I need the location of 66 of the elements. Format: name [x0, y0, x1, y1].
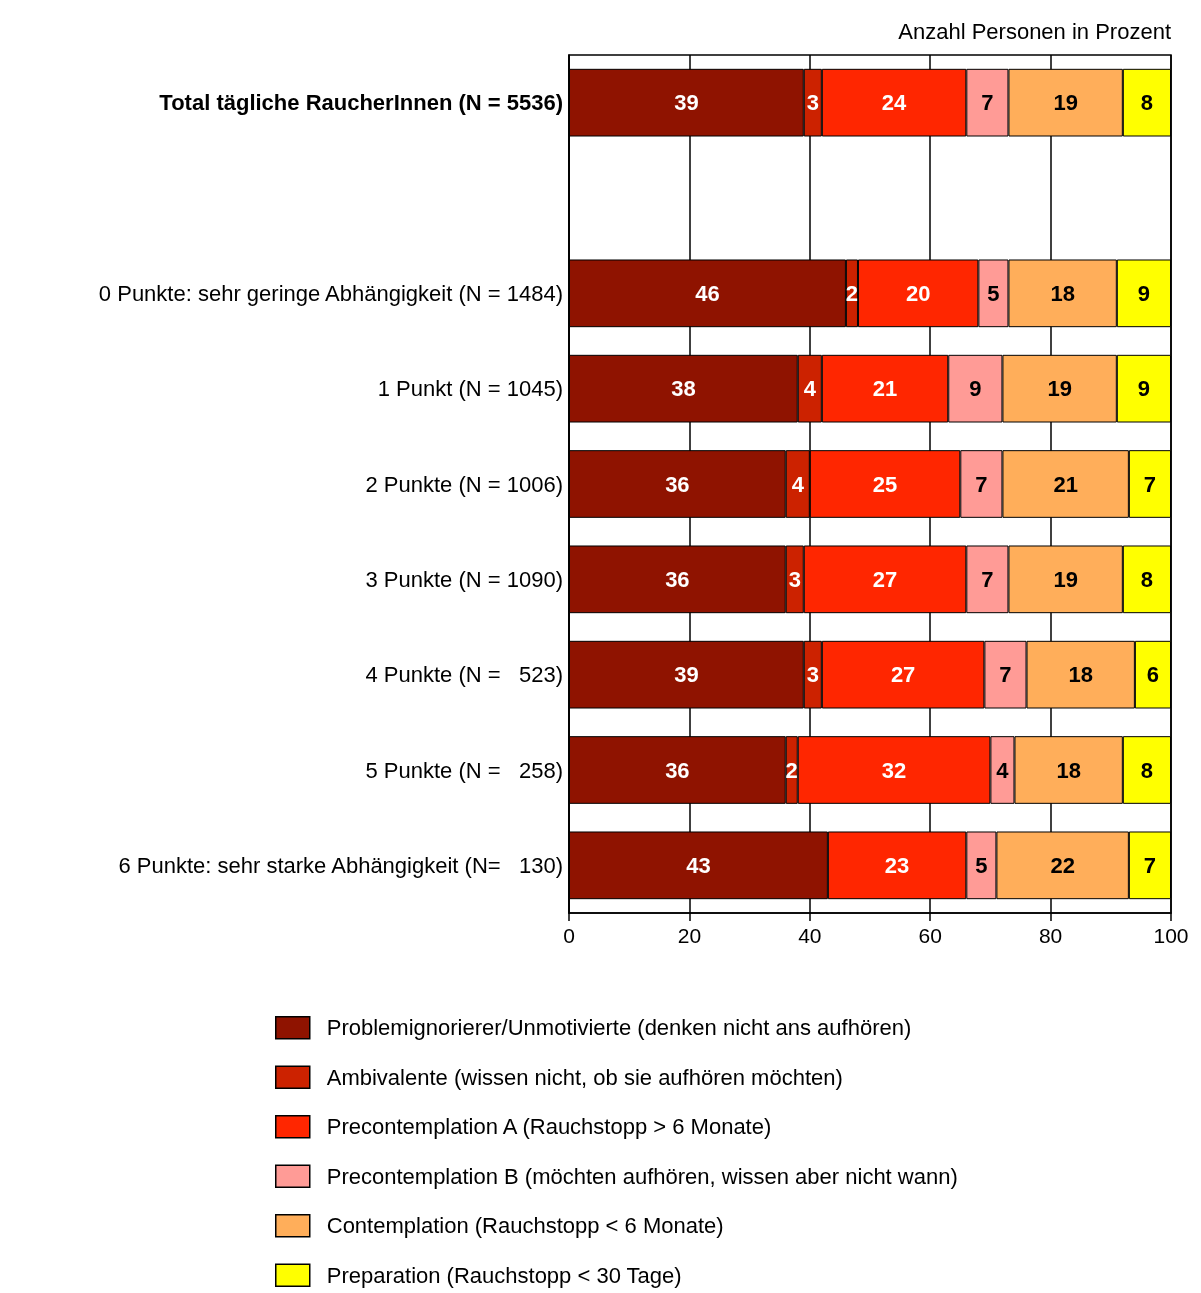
data-label: 21	[1053, 471, 1078, 497]
legend-label: Contemplation (Rauchstopp < 6 Monate)	[326, 1213, 724, 1239]
data-label: 4	[996, 757, 1010, 783]
data-label: 18	[1068, 662, 1093, 688]
y-tick-label: 1 Punkt (N = 1045)	[377, 376, 563, 402]
data-label: 9	[969, 376, 982, 402]
data-label: 8	[1140, 566, 1154, 592]
data-label: 5	[975, 852, 988, 878]
data-label: 7	[981, 90, 994, 116]
data-label: 7	[981, 566, 994, 592]
legend-label: Precontemplation A (Rauchstopp > 6 Monate)	[326, 1114, 772, 1140]
legend-label: Ambivalente (wissen nicht, ob sie aufhören möchten)	[326, 1064, 843, 1090]
legend-label: Problemignorierer/Unmotivierte (denken nicht ans aufhören)	[326, 1015, 912, 1041]
data-label: 27	[890, 662, 916, 688]
legend-label: Preparation (Rauchstopp < 30 Tage)	[326, 1262, 682, 1288]
data-label: 3	[806, 90, 819, 116]
y-tick-label: 3 Punkte (N = 1090)	[365, 566, 563, 592]
data-label: 19	[1047, 376, 1072, 402]
data-label: 7	[1143, 852, 1157, 878]
y-tick-label: 0 Punkte: sehr geringe Abhängigkeit (N = 1484)	[98, 280, 563, 306]
data-label: 4	[791, 471, 805, 497]
x-tick-label: 0	[563, 924, 575, 947]
data-label: 19	[1053, 566, 1078, 592]
data-label: 39	[674, 90, 699, 116]
data-label: 20	[905, 280, 931, 306]
data-label: 36	[665, 471, 690, 497]
data-label: 21	[872, 376, 898, 402]
data-label: 24	[881, 90, 908, 116]
data-label: 18	[1056, 757, 1081, 783]
x-tick-label: 20	[677, 924, 702, 947]
x-axis-title: Anzahl Personen in Prozent	[898, 18, 1172, 44]
data-label: 8	[1140, 757, 1154, 783]
data-label: 43	[686, 852, 711, 878]
y-tick-label: 4 Punkte (N = 523)	[365, 662, 563, 688]
y-tick-label: 2 Punkte (N = 1006)	[365, 471, 563, 497]
data-label: 36	[665, 757, 690, 783]
data-label: 23	[884, 852, 910, 878]
y-tick-label: 6 Punkte: sehr starke Abhängigkeit (N= 130)	[118, 852, 563, 878]
data-label: 6	[1146, 662, 1160, 688]
x-tick-label: 100	[1153, 924, 1189, 947]
data-label: 4	[803, 376, 817, 402]
data-label: 7	[975, 471, 988, 497]
data-label: 19	[1053, 90, 1078, 116]
data-label: 32	[881, 757, 907, 783]
data-label: 9	[1137, 280, 1151, 306]
x-tick-label: 60	[918, 924, 942, 947]
y-tick-label: Total tägliche RaucherInnen (N = 5536)	[159, 90, 563, 116]
y-tick-label: 5 Punkte (N = 258)	[365, 757, 563, 783]
data-label: 38	[671, 376, 696, 402]
data-label: 8	[1140, 90, 1154, 116]
x-tick-label: 40	[798, 924, 822, 947]
data-label: 5	[987, 280, 1000, 306]
data-label: 3	[806, 662, 819, 688]
x-tick-label: 80	[1038, 924, 1063, 947]
data-label: 46	[695, 280, 720, 306]
data-label: 3	[788, 566, 801, 592]
data-label: 9	[1137, 376, 1151, 402]
legend-label: Precontemplation B (möchten aufhören, wissen aber nicht wann)	[326, 1163, 958, 1189]
data-label: 36	[665, 566, 690, 592]
data-label: 22	[1050, 852, 1075, 878]
data-label: 7	[999, 662, 1012, 688]
data-label: 27	[872, 566, 898, 592]
data-label: 39	[674, 662, 699, 688]
data-label: 18	[1050, 280, 1075, 306]
data-label: 7	[1143, 471, 1157, 497]
data-label: 25	[872, 471, 898, 497]
